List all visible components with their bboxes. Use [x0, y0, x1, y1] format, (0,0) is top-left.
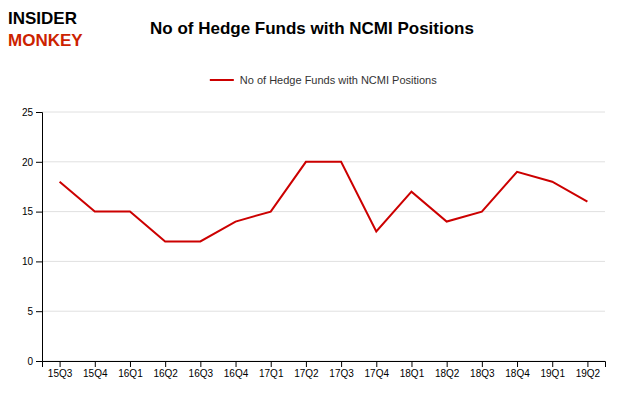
x-tick: 17Q1 [259, 361, 284, 379]
x-tick: 16Q2 [153, 361, 178, 379]
legend-item: No of Hedge Funds with NCMI Positions [210, 74, 437, 86]
x-tick-label: 17Q2 [294, 368, 319, 379]
y-tick-mark [36, 162, 42, 163]
x-tick-label: 18Q4 [505, 368, 530, 379]
y-tick-label: 10 [22, 256, 34, 267]
x-axis-line [43, 362, 606, 368]
x-tick-label: 19Q2 [576, 368, 601, 379]
x-tick-mark [271, 361, 272, 367]
y-tick-label: 5 [27, 306, 33, 317]
plot: 0 5 10 15 20 25 15Q3 15Q4 16Q1 16Q2 16Q3 16Q4 17Q1 17… [22, 107, 606, 379]
legend: No of Hedge Funds with NCMI Positions [210, 74, 437, 86]
x-tick-mark [200, 361, 201, 367]
y-tick-label: 25 [22, 107, 34, 118]
x-tick-mark [341, 361, 342, 367]
grid-line [42, 261, 605, 262]
y-tick-label: 15 [22, 206, 34, 217]
x-tick: 15Q4 [83, 361, 108, 379]
y-tick-mark [36, 261, 42, 262]
x-tick-label: 17Q3 [329, 368, 354, 379]
x-tick: 18Q3 [470, 361, 495, 379]
x-tick: 16Q1 [118, 361, 143, 379]
x-tick-label: 17Q1 [259, 368, 284, 379]
y-tick: 15 [22, 206, 42, 217]
x-tick-label: 18Q3 [470, 368, 495, 379]
y-tick: 0 [27, 356, 42, 367]
y-tick-label: 0 [27, 356, 33, 367]
x-tick-label: 16Q1 [118, 368, 143, 379]
logo-text: INSIDER [8, 9, 77, 28]
y-tick: 25 [22, 107, 42, 118]
x-tick: 17Q4 [365, 361, 390, 379]
grid-line [42, 311, 605, 312]
x-tick-mark [165, 361, 166, 367]
x-tick: 17Q3 [329, 361, 354, 379]
grid [42, 112, 605, 361]
x-tick: 19Q1 [540, 361, 565, 379]
legend-label: No of Hedge Funds with NCMI Positions [240, 74, 437, 86]
y-tick-mark [36, 212, 42, 213]
x-tick: 18Q2 [435, 361, 460, 379]
y-tick: 20 [22, 157, 42, 168]
x-tick-label: 15Q4 [83, 368, 108, 379]
x-tick: 18Q1 [400, 361, 425, 379]
x-tick: 16Q3 [189, 361, 214, 379]
title: No of Hedge Funds with NCMI Positions [150, 19, 474, 38]
x-tick-mark [482, 361, 483, 367]
y-axis-line [36, 113, 43, 362]
logo-text: MONKEY [8, 31, 83, 50]
y-tick-mark [36, 361, 42, 362]
x-tick: 19Q2 [576, 361, 601, 379]
x-axis: 15Q3 15Q4 16Q1 16Q2 16Q3 16Q4 17Q1 17Q2 17Q3 17Q4… [43, 361, 606, 379]
x-tick-label: 19Q1 [540, 368, 565, 379]
x-tick-mark [376, 361, 377, 367]
x-tick-mark [552, 361, 553, 367]
grid-line [42, 112, 605, 113]
x-tick-mark [60, 361, 61, 367]
x-tick-label: 18Q2 [435, 368, 460, 379]
y-tick-mark [36, 311, 42, 312]
y-tick: 5 [27, 306, 42, 317]
y-tick: 10 [22, 256, 42, 267]
chart: INSIDER MONKEY No of Hedge Funds with NCMI… [0, 0, 625, 395]
y-tick-label: 20 [22, 157, 34, 168]
x-tick-mark [306, 361, 307, 367]
x-tick: 16Q4 [224, 361, 249, 379]
series-line [60, 162, 588, 242]
x-tick-mark [95, 361, 96, 367]
x-tick: 17Q2 [294, 361, 319, 379]
x-tick-mark [517, 361, 518, 367]
x-tick: 18Q4 [505, 361, 530, 379]
x-tick-mark [447, 361, 448, 367]
x-tick-mark [411, 361, 412, 367]
x-tick: 15Q3 [48, 361, 73, 379]
x-tick-label: 15Q3 [48, 368, 73, 379]
x-tick-label: 16Q4 [224, 368, 249, 379]
x-tick-mark [130, 361, 131, 367]
x-tick-label: 17Q4 [365, 368, 390, 379]
x-tick-mark [587, 361, 588, 367]
y-tick-mark [36, 112, 42, 113]
x-tick-label: 16Q3 [189, 368, 214, 379]
x-tick-mark [236, 361, 237, 367]
x-tick-label: 18Q1 [400, 368, 425, 379]
series-group [60, 162, 588, 242]
x-tick-label: 16Q2 [153, 368, 178, 379]
legend-swatch [210, 79, 234, 81]
y-axis: 0 5 10 15 20 25 [22, 107, 43, 367]
